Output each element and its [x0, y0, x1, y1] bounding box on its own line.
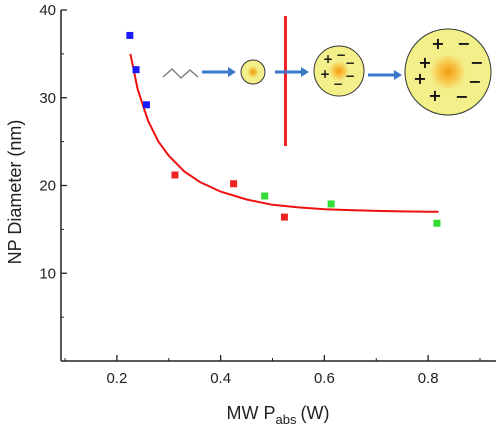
x-axis-title-main: MW P	[227, 403, 276, 423]
data-point	[327, 200, 335, 208]
plus-charge-icon: +	[428, 86, 441, 105]
x-tick-label: 0.2	[106, 370, 127, 387]
x-axis-title-unit: (W)	[300, 403, 329, 423]
data-point	[132, 66, 140, 74]
x-tick-label: 0.8	[418, 370, 439, 387]
y-tick-label: 30	[39, 90, 56, 107]
plus-charge-icon: +	[323, 52, 333, 66]
charged-particle-icon: ++−−−−	[313, 45, 365, 97]
y-axis-title: NP Diameter (nm)	[5, 120, 25, 265]
large-particle-icon: + −+ −+ −+ −	[404, 28, 492, 116]
data-point	[433, 219, 441, 227]
y-tick-label: 10	[39, 265, 56, 282]
arrow-icon-2	[275, 67, 309, 77]
growth-schematic: ++−−−− + −+ −+ −+ −	[162, 28, 492, 116]
x-axis-title-sub: abs	[276, 412, 297, 427]
data-point	[261, 192, 269, 200]
minus-charge-icon: −	[468, 72, 481, 91]
small-particle-icon	[240, 59, 266, 85]
data-point	[126, 31, 134, 39]
minus-charge-icon: −	[457, 34, 470, 53]
y-tick-label: 20	[39, 178, 56, 195]
minus-charge-icon: −	[345, 56, 355, 70]
minus-charge-icon: −	[333, 77, 343, 91]
data-point	[142, 101, 150, 109]
mid-particle-charges: ++−−−−	[320, 48, 355, 91]
minus-charge-icon: −	[345, 69, 355, 83]
data-point	[280, 213, 288, 221]
fit-curve-layer	[129, 53, 439, 213]
x-tick-label: 0.4	[210, 370, 231, 387]
arrow-icon-3	[368, 70, 402, 80]
precursor-zigzag-icon	[162, 68, 199, 79]
plus-charge-icon: +	[418, 53, 431, 72]
y-tick-label: 40	[39, 2, 56, 19]
x-axis-title: MW Pabs (W)	[227, 403, 330, 427]
plus-charge-icon: +	[320, 67, 330, 81]
data-point	[230, 180, 238, 188]
large-particle-charges: + −+ −+ −+ −	[413, 34, 483, 106]
plus-charge-icon: +	[413, 69, 426, 88]
minus-charge-icon: −	[336, 48, 346, 62]
x-ticks: 0.2 0.4 0.6 0.8	[64, 355, 481, 387]
plus-charge-icon: +	[431, 34, 444, 53]
minus-charge-icon: −	[470, 53, 483, 72]
arrow-icon-1	[202, 67, 236, 77]
y-ticks: 10 20 30 40	[39, 2, 67, 318]
minus-charge-icon: −	[455, 87, 468, 106]
fit-curve	[129, 53, 439, 213]
data-point	[171, 171, 179, 179]
x-tick-label: 0.6	[314, 370, 335, 387]
plot-area: 0.2 0.4 0.6 0.8 10 20 30 40	[39, 2, 496, 387]
points-layer	[126, 31, 441, 227]
